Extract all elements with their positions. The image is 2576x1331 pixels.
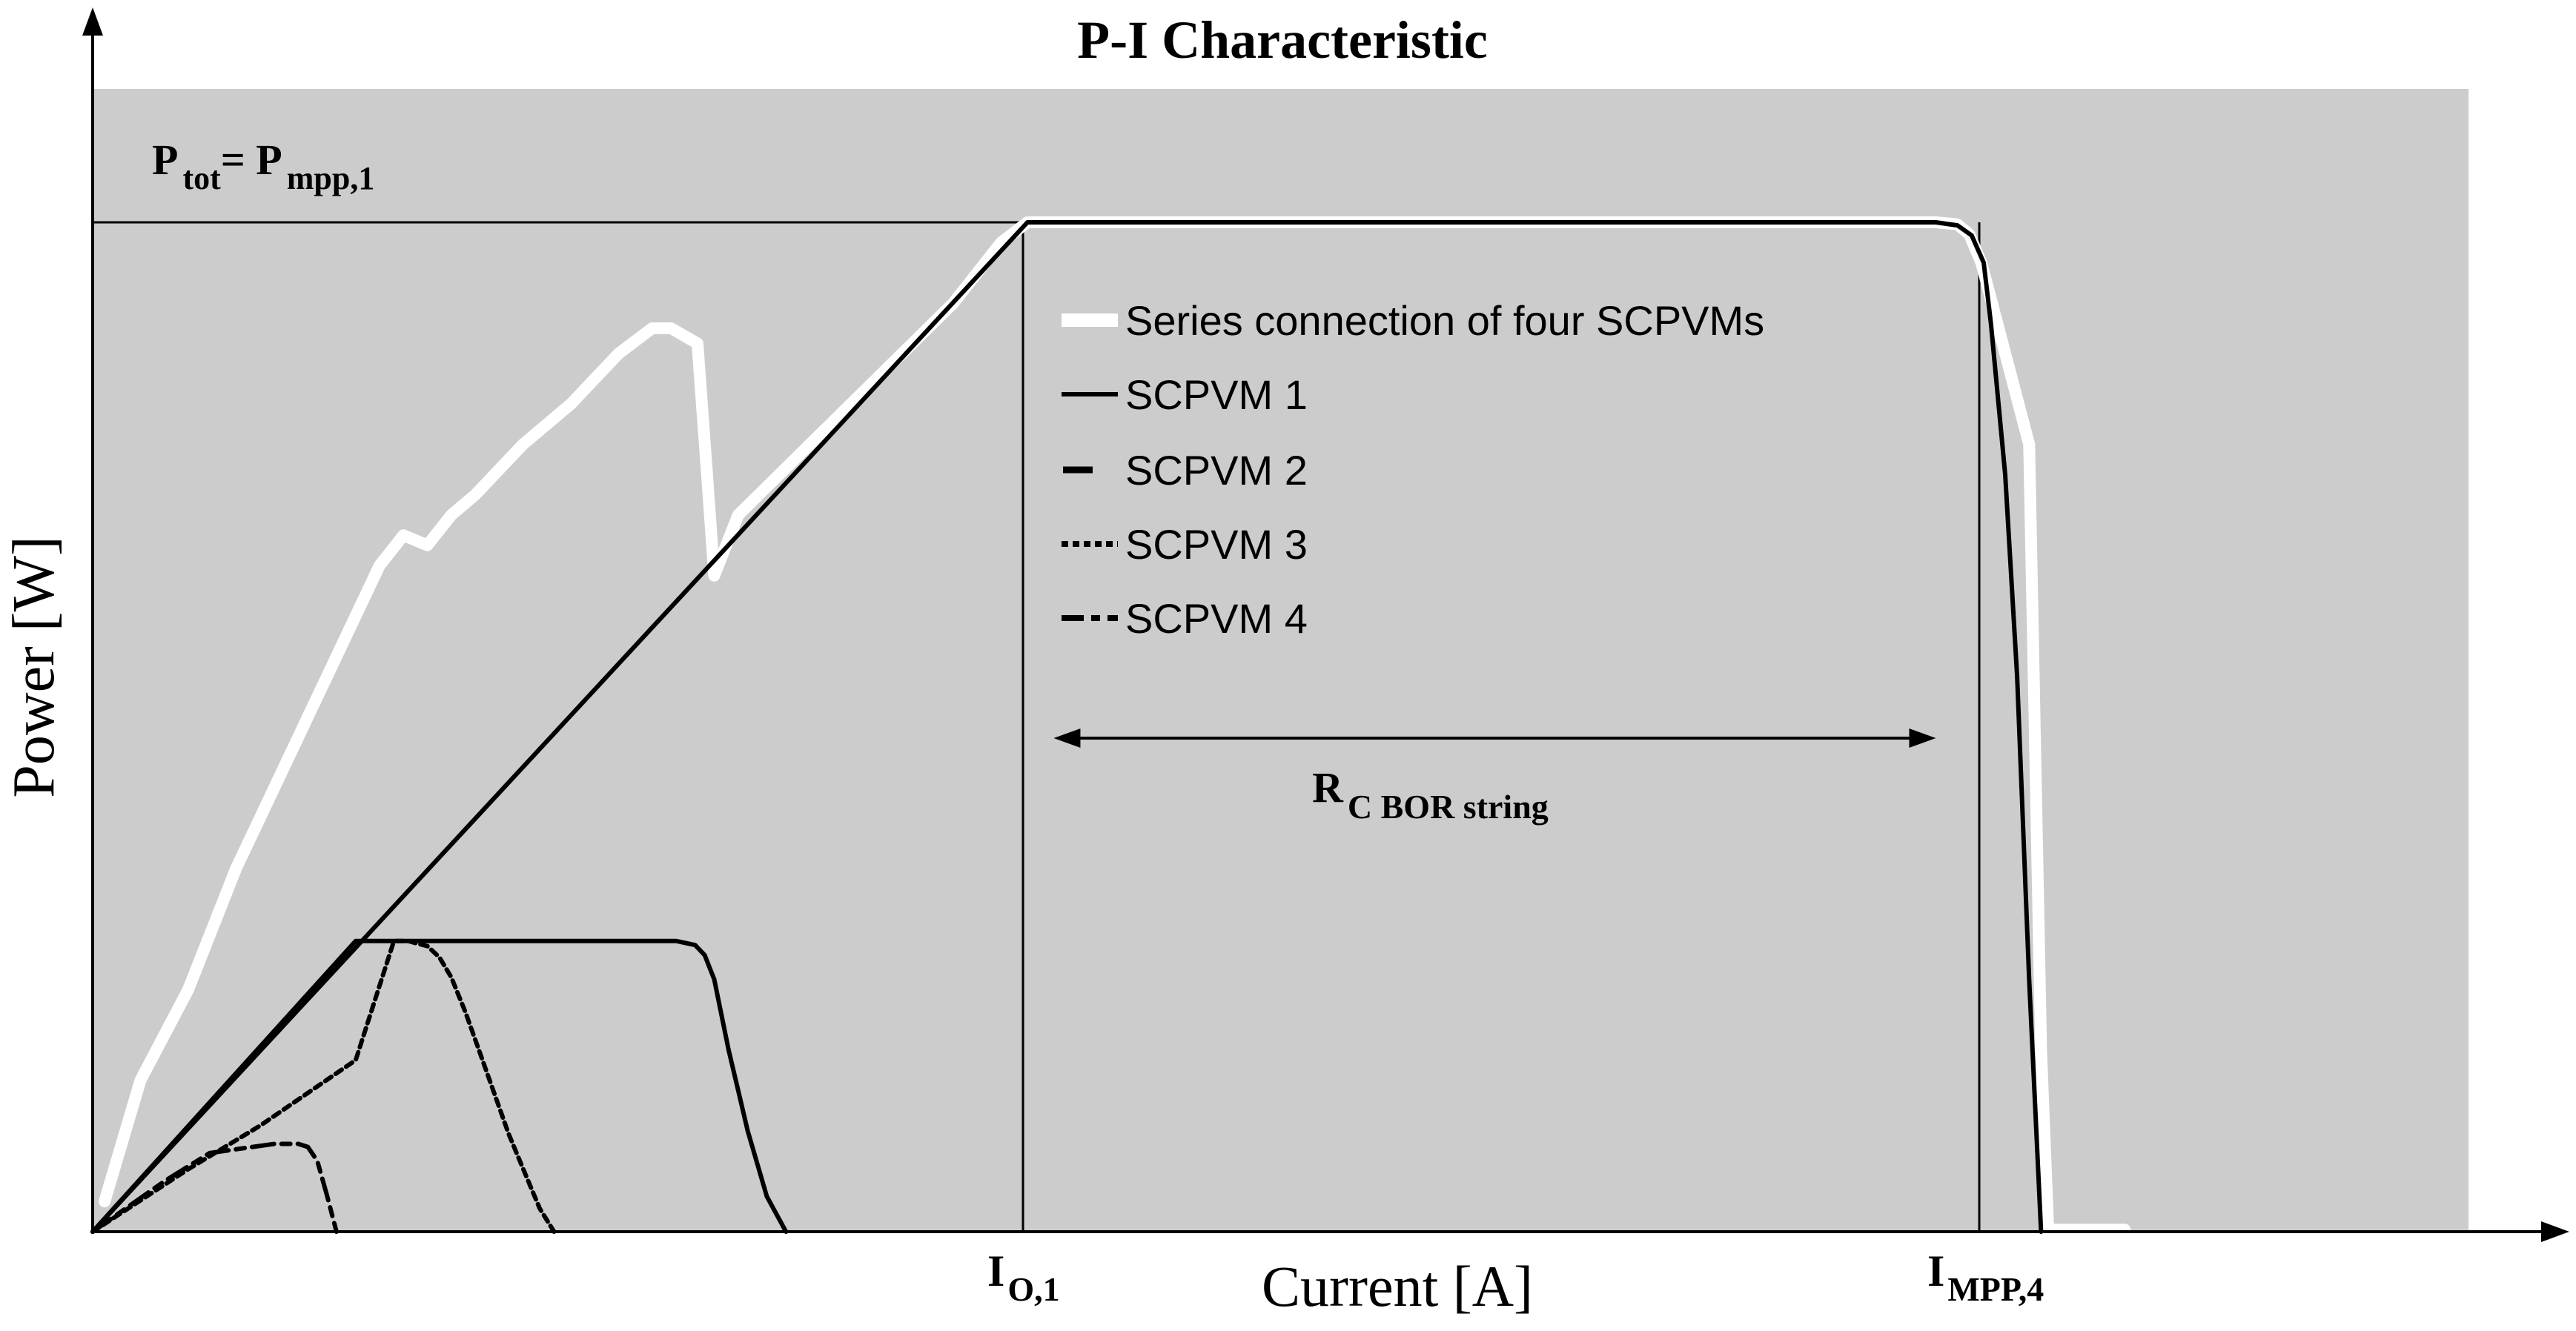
series-line-3 bbox=[90, 938, 557, 1234]
range-arrow-right-icon bbox=[1909, 728, 1936, 748]
x-axis-label: Current [A] bbox=[1262, 1254, 1533, 1318]
ptot-label-p: P bbox=[152, 136, 178, 184]
x-tick-impp4-sub: MPP,4 bbox=[1947, 1270, 2044, 1308]
range-label-subscript: C BOR string bbox=[1348, 788, 1549, 826]
series-line-1 bbox=[90, 220, 2044, 1234]
ptot-label-sub-tot: tot bbox=[182, 160, 221, 196]
axes bbox=[82, 7, 2569, 1242]
x-tick-io1-main: I bbox=[987, 1247, 1004, 1295]
ptot-label-sub-mpp: mpp,1 bbox=[287, 160, 375, 196]
y-axis-arrow-icon bbox=[82, 7, 103, 36]
x-tick-label-io1: IO,1 bbox=[987, 1247, 1060, 1308]
y-axis-label: Power [W] bbox=[1, 536, 67, 797]
legend: Series connection of four SCPVMs SCPVM 1… bbox=[1062, 297, 1764, 642]
series-line-2 bbox=[90, 938, 789, 1234]
legend-label-scpvm-1: SCPVM 1 bbox=[1125, 371, 1308, 418]
range-arrow bbox=[1053, 728, 1936, 748]
legend-label-scpvm-4: SCPVM 4 bbox=[1125, 595, 1308, 642]
reference-lines bbox=[93, 221, 1981, 1232]
range-arrow-left-icon bbox=[1053, 728, 1081, 748]
series-layer bbox=[90, 216, 2131, 1236]
x-axis-arrow-icon bbox=[2541, 1221, 2569, 1242]
legend-label-series-connection: Series connection of four SCPVMs bbox=[1125, 297, 1764, 344]
x-tick-impp4-main: I bbox=[1927, 1247, 1944, 1295]
ptot-label-eq-p: = P bbox=[221, 136, 282, 184]
plot-background bbox=[93, 89, 2469, 1232]
x-tick-io1-sub: O,1 bbox=[1007, 1270, 1059, 1308]
series-line-4 bbox=[90, 1141, 339, 1234]
legend-label-scpvm-3: SCPVM 3 bbox=[1125, 521, 1308, 568]
chart-title: P-I Characteristic bbox=[1077, 10, 1488, 70]
x-tick-label-impp4: IMPP,4 bbox=[1927, 1247, 2044, 1308]
range-label-main: R bbox=[1312, 763, 1344, 811]
legend-label-scpvm-2: SCPVM 2 bbox=[1125, 447, 1308, 494]
